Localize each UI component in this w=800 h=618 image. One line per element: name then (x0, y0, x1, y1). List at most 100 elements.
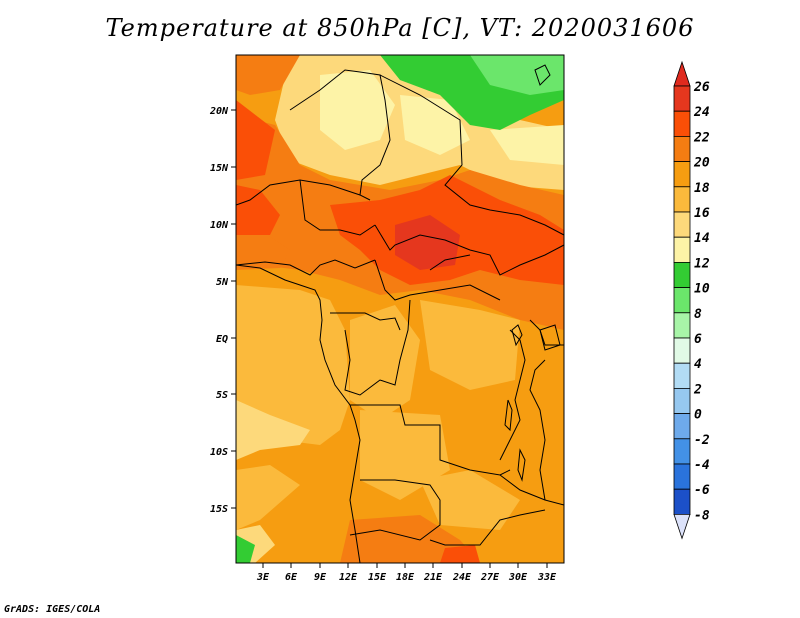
field-zone-24-26 (440, 545, 480, 563)
border-line (299, 179, 376, 236)
colorbar-label: -4 (694, 458, 710, 473)
colorbar-swatch (673, 261, 691, 288)
lon-label: 12E (339, 572, 358, 583)
field-zone-18-20 (350, 305, 420, 420)
lat-axis: 20N 15N 10N 5N EQ 5S 10S 15S (209, 106, 236, 515)
field-zone-22-24 (236, 100, 275, 180)
border-line (499, 329, 526, 461)
lon-label: 27E (480, 572, 500, 583)
field-zone-18-20 (420, 300, 520, 390)
field-zone-14-16 (490, 125, 564, 165)
colorbar-swatch (673, 211, 691, 238)
border-line (379, 74, 564, 236)
border-line (429, 254, 471, 271)
lake-outline (517, 448, 526, 482)
lon-label: 24E (452, 572, 472, 583)
colorbar-swatch (673, 337, 691, 364)
colorbar-label: 16 (694, 206, 710, 221)
colorbar-label: 22 (693, 130, 710, 145)
border-line (529, 319, 564, 346)
border-line (330, 312, 401, 331)
colorbar-swatch (673, 135, 691, 162)
map-frame (235, 54, 565, 564)
chart-title: Temperature at 850hPa [C], VT: 202003160… (105, 14, 695, 42)
lat-label: 5N (216, 277, 229, 288)
colorbar-label: 24 (693, 105, 710, 120)
field-zone-14-16 (400, 95, 470, 155)
lat-label: 15S (210, 504, 228, 515)
lon-label: 9E (314, 572, 327, 583)
colorbar-swatch (673, 312, 691, 339)
grads-credit: GrADS: IGES/COLA (4, 604, 101, 615)
border-line (374, 259, 501, 301)
field-zone-26-plus (395, 215, 460, 270)
lake-outline (504, 399, 513, 432)
border-line (529, 359, 546, 501)
lon-label: 18E (396, 572, 415, 583)
colorbar-label: 2 (693, 382, 702, 397)
colorbar-label: 18 (694, 181, 710, 196)
lat-label: 15N (210, 163, 229, 174)
lake-outline (539, 324, 561, 351)
border-line (350, 404, 511, 476)
field-zone-16-18 (236, 400, 310, 460)
colorbar-swatch (673, 287, 691, 314)
border-line (429, 509, 546, 546)
border-line (374, 224, 564, 276)
field-zone-18-20 (420, 470, 520, 530)
border-line (236, 179, 361, 206)
lat-label: EQ (216, 334, 228, 345)
colorbar-swatch (673, 362, 691, 389)
lake-outline (534, 64, 551, 86)
lon-label: 15E (368, 572, 387, 583)
colorbar-label: 10 (694, 282, 710, 297)
colorbar-label: 0 (694, 408, 702, 423)
lon-axis: 3E 6E 9E 12E 15E 18E 21E 24E 27E 30E 33E (256, 563, 557, 583)
field-zone-18-20 (360, 410, 450, 500)
colorbar-under-arrow (673, 514, 691, 540)
border-line (349, 479, 441, 541)
lon-label: 3E (256, 572, 270, 583)
border-line (499, 474, 564, 506)
colorbar-swatch (673, 236, 691, 263)
field-zone-12-14 (236, 535, 255, 563)
lat-label: 20N (209, 106, 229, 117)
colorbar-swatch (673, 488, 691, 515)
lake-outline (511, 324, 523, 347)
colorbar-over-arrow (673, 60, 691, 87)
colorbar-label: 4 (694, 357, 702, 372)
lat-label: 5S (216, 390, 228, 401)
border-line (344, 299, 411, 396)
field-zone-22-24 (236, 225, 290, 270)
colorbar-label: 12 (694, 256, 710, 271)
colorbar-label: 26 (693, 80, 710, 95)
lon-label: 30E (508, 572, 528, 583)
colorbar-label: 8 (694, 307, 702, 322)
lat-label: 10N (210, 220, 229, 231)
colorbar-swatch (673, 110, 691, 137)
colorbar-label: -6 (694, 483, 710, 498)
temperature-field (236, 55, 564, 563)
colorbar-label: 6 (694, 332, 702, 347)
coastline (236, 264, 361, 563)
colorbar-swatch (673, 387, 691, 414)
colorbar-swatch (673, 438, 691, 465)
colorbar-swatch (673, 186, 691, 213)
colorbar-label: 14 (694, 231, 710, 246)
border-line (289, 69, 391, 201)
field-zone-14-16 (320, 70, 395, 150)
colorbar-label: -8 (694, 508, 710, 523)
lon-label: 33E (537, 572, 557, 583)
field-zone-24-26 (236, 185, 280, 235)
borders (236, 64, 564, 563)
border-line (236, 259, 376, 276)
lon-label: 6E (285, 572, 298, 583)
field-zone-18-20 (236, 465, 300, 530)
colorbar-swatch (673, 413, 691, 440)
colorbar-swatch (673, 85, 691, 112)
colorbar-swatch (673, 161, 691, 188)
colorbar-label: -2 (694, 433, 710, 448)
lat-label: 10S (210, 447, 228, 458)
colorbar-label: 20 (693, 156, 710, 171)
